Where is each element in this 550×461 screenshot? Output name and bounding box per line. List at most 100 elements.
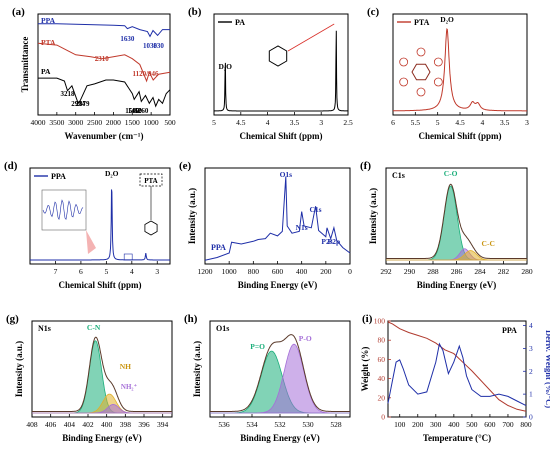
- x-tick-label: 404: [64, 420, 76, 429]
- x-tick-label: 402: [82, 420, 94, 429]
- panel-b: (b) 5 4.5 4 3.5 3 2.5 Chemical Shift (ppm) PA D₂O: [188, 6, 353, 141]
- x-axis-label: Binding Energy (eV): [238, 280, 318, 290]
- y-axis-label: Weight (%): [360, 347, 370, 392]
- x-tick-label: 290: [404, 267, 416, 276]
- x-tick-label: 3: [319, 118, 323, 127]
- axes-frame: [392, 13, 528, 116]
- peak-label: C1s: [310, 205, 322, 214]
- phosphate-group: [416, 47, 426, 57]
- x-tick-label: 4.5: [455, 118, 465, 127]
- legend-entry: C1s: [392, 171, 405, 180]
- fitted-peak: [386, 250, 527, 261]
- x-axis-label: Chemical Shift (ppm): [419, 131, 502, 141]
- axes-frame: [213, 13, 349, 116]
- x-tick-label: 284: [474, 267, 486, 276]
- peak-label: 1450: [128, 107, 143, 115]
- envelope-line: [32, 336, 172, 412]
- axes-frame: [387, 320, 527, 418]
- legend-entry: O1s: [216, 324, 229, 333]
- x-tick-label: 400: [101, 420, 113, 429]
- x-tick-label: 288: [427, 267, 439, 276]
- panel-letter: (h): [184, 313, 198, 325]
- x-tick-label: 500: [466, 420, 478, 429]
- assignment-arrow: [287, 23, 335, 52]
- x-tick-label: 100: [394, 420, 406, 429]
- x-tick-label: 3: [525, 118, 529, 127]
- x-tick-label: 1000: [222, 267, 237, 276]
- peak-label: D₂O: [219, 62, 233, 71]
- peak-label: P-O: [299, 334, 312, 343]
- x-tick-label: 396: [138, 420, 150, 429]
- x-tick-label: 536: [218, 420, 230, 429]
- legend-entry: PPA: [51, 172, 66, 181]
- panel-f: (f) 292 290 288 286 284 282 280 Binding Energy (…: [360, 160, 533, 290]
- series-line-ppa: [38, 23, 170, 38]
- phosphate-group: [416, 87, 426, 97]
- x-tick-label: 408: [26, 420, 38, 429]
- peak-label: 1030: [143, 42, 158, 50]
- series-label: PPA: [211, 243, 226, 252]
- panel-letter: (d): [4, 160, 18, 172]
- x-tick-label: 398: [120, 420, 132, 429]
- panel-letter: (b): [188, 6, 202, 18]
- y2-tick-label: 1: [529, 390, 533, 399]
- inositol-ring: [411, 63, 431, 81]
- envelope-line: [386, 183, 527, 259]
- inset-line: [42, 199, 84, 221]
- x-tick-label: 406: [45, 420, 57, 429]
- envelope-line: [210, 334, 350, 412]
- panel-d: (d) 7 6 5 4 3 Chemical Shift (ppm) PPA D₂O PTA: [4, 160, 171, 290]
- x-tick-label: 282: [498, 267, 510, 276]
- panel-letter: (i): [362, 313, 373, 325]
- x-tick-label: 300: [430, 420, 442, 429]
- y-tick-label: 0: [381, 413, 385, 422]
- axes-frame: [37, 13, 171, 116]
- series-line-pta: [393, 28, 527, 112]
- x-tick-label: 530: [302, 420, 314, 429]
- x-tick-label: 200: [320, 267, 332, 276]
- peak-label: 1630: [120, 35, 135, 43]
- panel-letter: (e): [179, 160, 192, 172]
- x-tick-label: 1500: [125, 118, 140, 127]
- x-axis-label: Wavenumber (cm⁻¹): [64, 131, 143, 141]
- y-tick-label: 20: [378, 393, 386, 402]
- panel-letter: (a): [12, 6, 25, 18]
- x-tick-label: 400: [296, 267, 308, 276]
- series-line-pa: [38, 77, 171, 108]
- x-tick-label: 6: [391, 118, 395, 127]
- x-tick-label: 2.5: [343, 118, 353, 127]
- y-tick-label: 80: [378, 336, 386, 345]
- x-tick-label: 4.5: [236, 118, 246, 127]
- pta-label: PTA: [144, 177, 157, 185]
- y-axis-label: Intensity (a.u.): [14, 341, 24, 397]
- series-label: PPA: [41, 16, 56, 25]
- y-axis-label: Intensity (a.u.): [187, 188, 197, 244]
- x-tick-label: 532: [274, 420, 286, 429]
- y-axis-label: Transmittance: [20, 37, 30, 93]
- x-axis-label: Binding Energy (eV): [417, 280, 497, 290]
- y-axis-label: Intensity (a.u.): [192, 341, 202, 397]
- x-tick-label: 280: [521, 267, 533, 276]
- x-tick-label: 2500: [87, 118, 102, 127]
- peak-label: 1120/946: [132, 70, 159, 78]
- y2-tick-label: 4: [529, 321, 533, 330]
- x-tick-label: 5: [104, 267, 108, 276]
- peak-label: D₂O: [440, 15, 454, 24]
- panel-c: (c) 6 5.5 5 4.5 4 3.5 3 Chemical Shift (ppm) PTA D…: [367, 6, 529, 141]
- x-tick-label: 3.5: [500, 118, 510, 127]
- peak-label: C-C: [482, 239, 495, 248]
- peak-label: P2s: [321, 237, 332, 246]
- peak-label: 830: [153, 42, 164, 50]
- y-tick-label: 40: [378, 374, 386, 383]
- x-tick-label: 4: [266, 118, 270, 127]
- series-label: PA: [41, 67, 51, 76]
- panel-g: (g) 408 406 404 402 400 398 396 394 Binding Energ…: [6, 313, 173, 443]
- peak-label: 2934: [71, 100, 86, 108]
- legend-entry: N1s: [38, 324, 51, 333]
- x-tick-label: 600: [272, 267, 284, 276]
- x-tick-label: 286: [451, 267, 463, 276]
- peak-label: P2p: [328, 237, 341, 246]
